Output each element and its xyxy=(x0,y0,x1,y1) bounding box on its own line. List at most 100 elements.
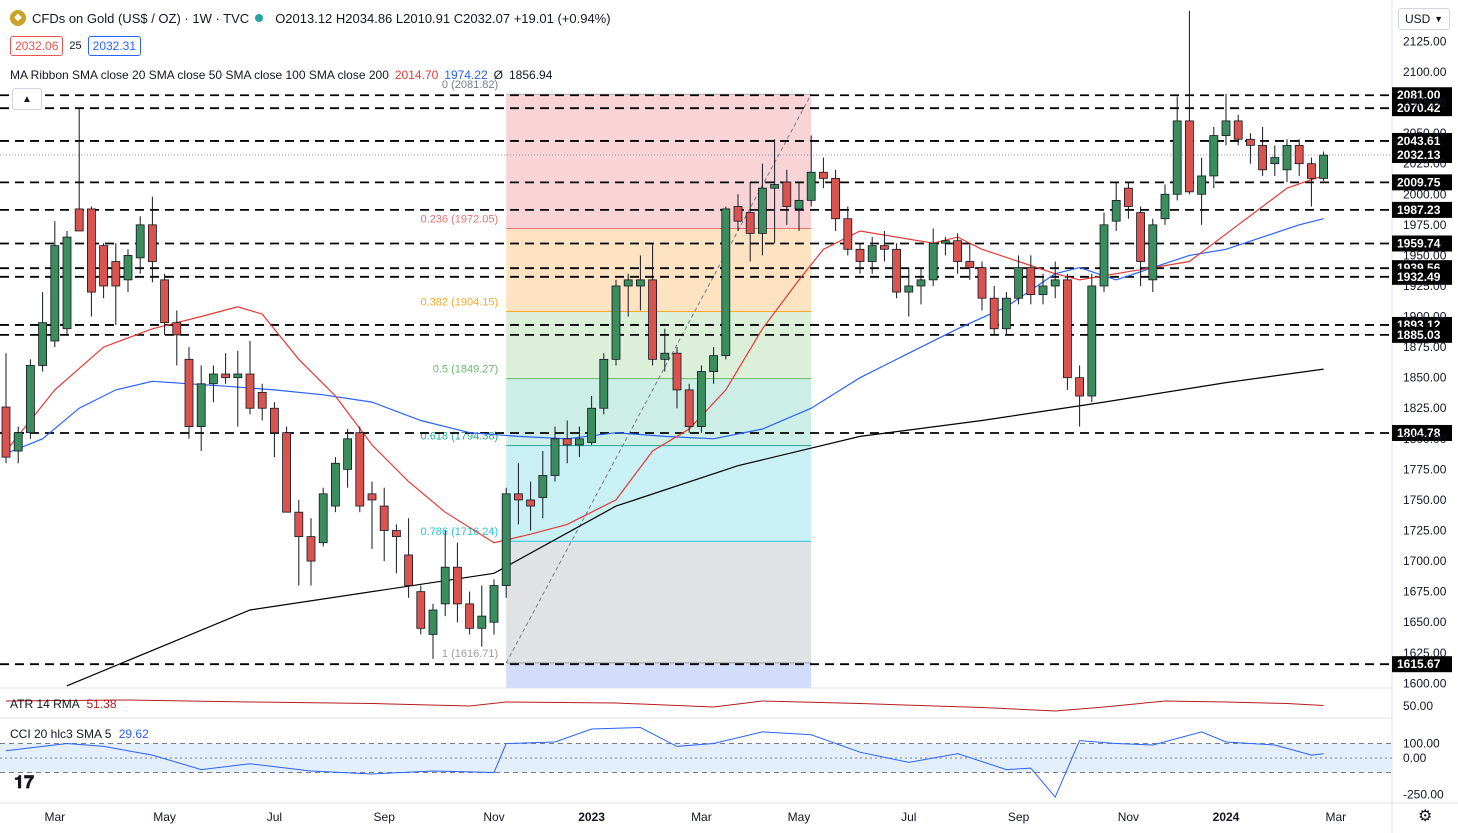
candle-body xyxy=(111,261,121,287)
fib-trend-line xyxy=(505,93,812,664)
candle-body xyxy=(62,236,72,330)
candle-body xyxy=(989,297,999,330)
candle-body xyxy=(1197,175,1206,195)
time-tick-label: May xyxy=(788,810,811,824)
level-price-tag xyxy=(1392,235,1452,252)
candle-body xyxy=(123,255,133,281)
time-tick-label: Mar xyxy=(691,810,712,824)
candle xyxy=(269,402,279,458)
candle-body xyxy=(1172,120,1182,195)
candle-body xyxy=(1026,267,1036,295)
price-tick-label: 2075.00 xyxy=(1403,96,1447,110)
candle xyxy=(135,216,145,274)
candle xyxy=(355,426,365,513)
fibonacci-retracement[interactable]: 0 (2081.82) 0.236 (1972.05) 0.382 (1904.15… xyxy=(421,79,812,688)
ma-ribbon-legend[interactable]: MA Ribbon SMA close 20 SMA close 50 SMA … xyxy=(10,68,552,82)
candle-body xyxy=(892,248,901,293)
level-price-tag xyxy=(1392,132,1452,149)
price-tick-label: 2100.00 xyxy=(1403,65,1447,79)
candle xyxy=(941,237,950,256)
bid-button[interactable]: 2032.06 xyxy=(10,36,64,56)
candle-body xyxy=(965,261,975,269)
candle-body xyxy=(99,245,108,287)
ask-button[interactable]: 2032.31 xyxy=(87,36,142,56)
level-price-tag xyxy=(1392,656,1452,673)
candle-body xyxy=(562,438,572,446)
candlesticks[interactable] xyxy=(1,10,1328,659)
time-tick-label: 2023 xyxy=(578,810,605,824)
fib-level-label: 0.236 (1972.05) xyxy=(421,213,499,225)
price-tick-label: 1625.00 xyxy=(1403,646,1447,660)
candle xyxy=(819,157,828,189)
moving-averages xyxy=(5,175,1324,687)
symbol-title[interactable]: CFDs on Gold (US$ / OZ) · 1W · TVC xyxy=(32,10,250,26)
candle-body xyxy=(74,208,84,232)
axes: 2125.00 2100.00 2075.00 2050.00 2025.00 2000.… xyxy=(44,34,1446,824)
price-tick-label: 1950.00 xyxy=(1403,248,1447,262)
candle-body xyxy=(1087,285,1097,397)
time-tick-label: Mar xyxy=(44,810,65,824)
candle-body xyxy=(50,245,60,342)
candle-body xyxy=(391,530,401,538)
atr-legend[interactable]: ATR 14 RMA 51.38 xyxy=(10,697,117,711)
candle xyxy=(709,347,718,384)
level-price-label: 1959.74 xyxy=(1397,236,1441,250)
candle xyxy=(806,135,816,207)
candle-body xyxy=(1246,138,1255,146)
time-tick-label: 2024 xyxy=(1213,810,1240,824)
candle-body xyxy=(770,184,779,189)
candle xyxy=(526,481,535,531)
fib-zone xyxy=(506,541,812,663)
candle-body xyxy=(1111,199,1121,222)
cci-tick-label: -250.00 xyxy=(1403,787,1444,801)
candle-body xyxy=(282,432,292,513)
candle-body xyxy=(977,267,987,299)
candle xyxy=(147,196,157,283)
level-price-tag xyxy=(1392,326,1452,343)
candle xyxy=(343,429,353,488)
candle-body xyxy=(1270,157,1280,165)
candle xyxy=(440,530,450,617)
candle xyxy=(697,365,706,433)
price-tick-label: 1825.00 xyxy=(1403,401,1447,415)
candle xyxy=(25,359,35,439)
cci-tick-label: 0.00 xyxy=(1403,751,1427,765)
candle xyxy=(1160,184,1170,225)
collapse-legend-button[interactable]: ▲ xyxy=(12,88,42,110)
candle xyxy=(1148,218,1158,293)
price-tick-label: 1600.00 xyxy=(1403,676,1447,690)
candle-body xyxy=(147,224,157,262)
candle xyxy=(1111,182,1121,231)
atr-pane: 50.00 xyxy=(5,699,1433,713)
candle xyxy=(1319,151,1328,181)
candle xyxy=(855,243,865,274)
level-price-label: 1804.78 xyxy=(1397,426,1441,440)
candle xyxy=(1099,212,1109,293)
candle-body xyxy=(514,493,523,501)
candle xyxy=(611,279,621,366)
sma100-value: Ø xyxy=(493,68,503,82)
price-tick-label: 1900.00 xyxy=(1403,310,1447,324)
candle-body xyxy=(819,171,828,179)
candle-body xyxy=(1124,187,1133,207)
candle xyxy=(1124,182,1133,219)
candle xyxy=(1014,255,1023,305)
candle xyxy=(465,591,475,635)
fib-level-label: 1 (1616.71) xyxy=(442,648,498,660)
candle-body xyxy=(257,391,267,409)
price-tick-label: 1750.00 xyxy=(1403,493,1447,507)
candle xyxy=(330,457,340,513)
time-tick-label: Jul xyxy=(267,810,282,824)
cci-legend[interactable]: CCI 20 hlc3 SMA 5 29.62 xyxy=(10,727,149,741)
currency-selector[interactable]: USD ▼ xyxy=(1398,8,1450,30)
candle-body xyxy=(306,536,316,562)
level-price-tag xyxy=(1392,87,1452,104)
candle xyxy=(1270,145,1280,176)
price-tick-label: 2050.00 xyxy=(1403,126,1447,140)
tradingview-logo-icon[interactable]: 𝟏𝟕 xyxy=(14,772,35,792)
candle-body xyxy=(269,407,279,434)
gear-icon[interactable]: ⚙ xyxy=(1418,808,1433,825)
candle xyxy=(867,237,877,274)
